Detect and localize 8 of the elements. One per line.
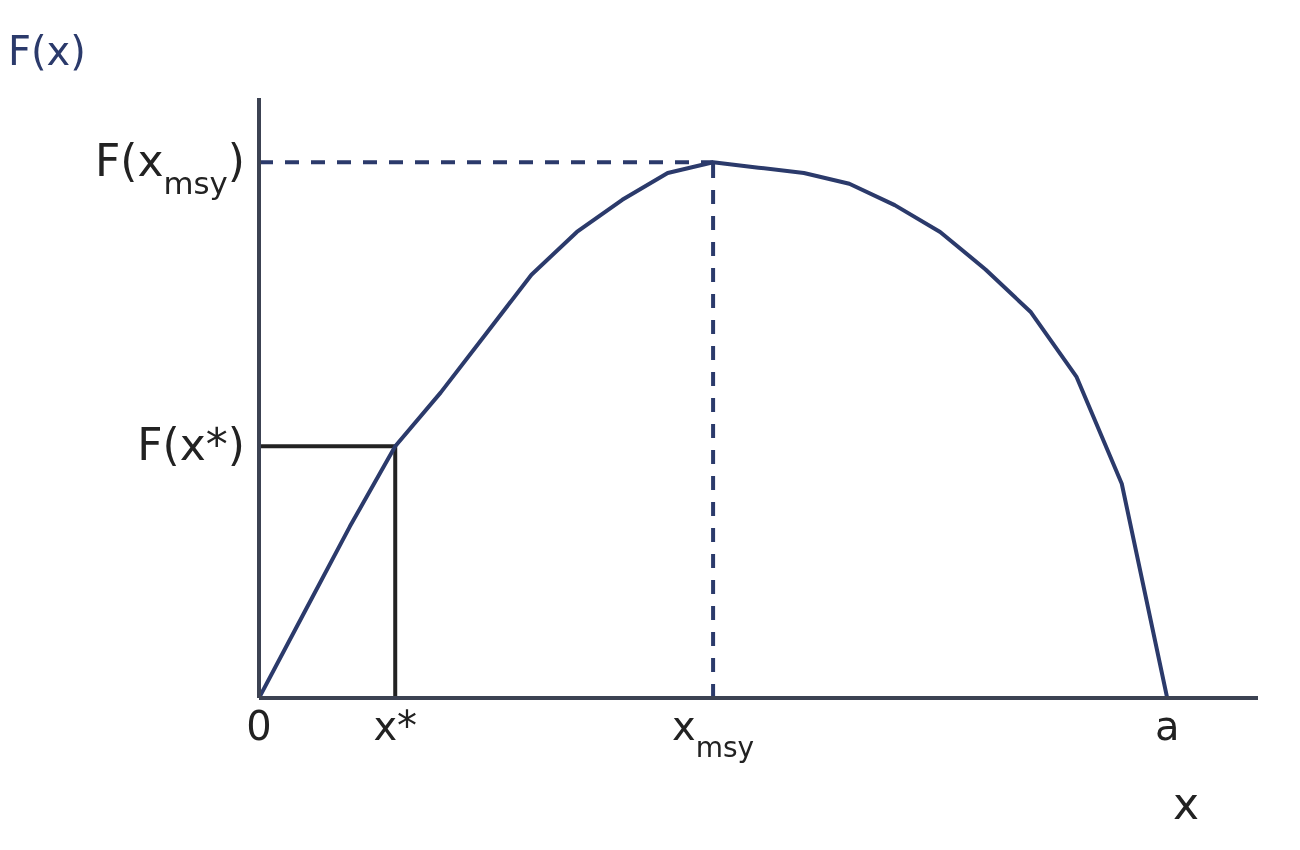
x-tick-label: x$_{msy}$ [672, 703, 755, 764]
x-tick-label: x* [373, 703, 418, 749]
y-axis-title: F(x) [8, 28, 86, 74]
x-axis-title: x [1173, 778, 1200, 829]
ref-line-label: F(x$_{msy}$) [95, 135, 245, 202]
ref-line-label: F(x*) [137, 419, 245, 471]
x-tick-label: 0 [246, 703, 272, 749]
x-tick-label: a [1154, 703, 1180, 749]
